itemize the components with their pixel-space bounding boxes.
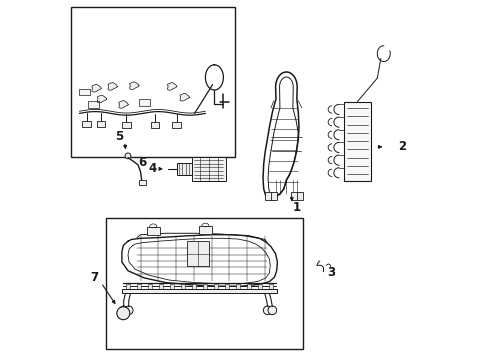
Bar [147,227,160,235]
Bar [192,157,226,181]
Bar [344,102,371,181]
Bar [137,284,141,289]
Bar [170,284,174,289]
Bar [181,284,185,289]
Circle shape [117,307,130,320]
Text: 5: 5 [115,130,123,143]
Bar [88,101,99,108]
Bar [292,192,298,200]
Bar [176,163,192,175]
Text: 1: 1 [293,201,301,214]
Bar [139,99,149,106]
Bar [122,122,130,128]
Bar [269,284,273,289]
Polygon shape [168,82,177,90]
Text: 3: 3 [327,266,336,279]
Circle shape [268,306,277,315]
Bar [187,241,209,266]
Polygon shape [119,100,128,108]
Circle shape [124,306,133,315]
Bar [82,121,91,127]
Bar [214,284,218,289]
Text: 6: 6 [138,156,147,169]
Bar [258,284,262,289]
Bar [79,89,90,95]
Bar [192,284,196,289]
Bar [265,192,271,200]
Text: 4: 4 [148,162,156,175]
Bar [270,192,277,200]
Polygon shape [108,82,118,90]
Circle shape [120,306,128,315]
Polygon shape [180,93,190,101]
Bar [297,192,303,200]
Bar [247,284,251,289]
Bar [159,284,163,289]
Bar [203,284,207,289]
Circle shape [125,153,131,159]
Bar [72,7,235,157]
Bar [97,121,105,127]
Bar [172,122,181,128]
Bar [225,284,229,289]
Bar [139,180,146,185]
Bar [126,284,130,289]
Circle shape [263,306,272,315]
Bar [151,122,159,128]
Polygon shape [98,95,107,103]
Polygon shape [130,82,139,90]
Bar [148,284,152,289]
Bar [122,289,277,293]
Text: 2: 2 [399,140,407,153]
Bar [106,218,303,349]
Bar [236,284,240,289]
Bar [199,226,212,234]
Polygon shape [92,84,101,92]
Text: 7: 7 [91,271,98,284]
